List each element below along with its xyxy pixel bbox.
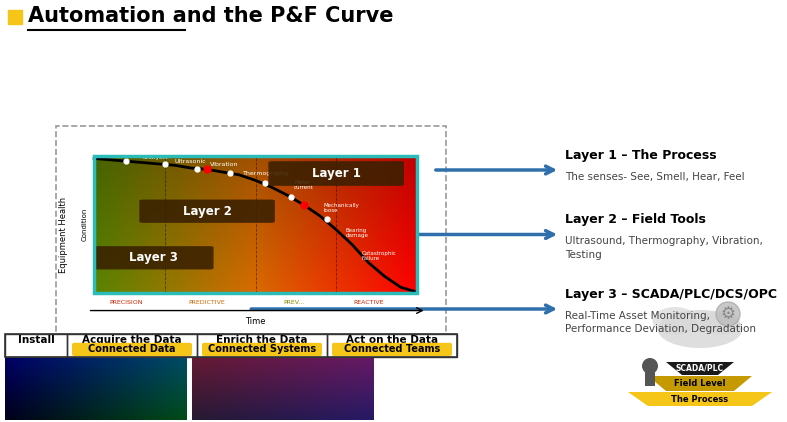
Text: Mechanically
loose: Mechanically loose bbox=[323, 203, 359, 213]
Text: PREV...: PREV... bbox=[283, 300, 305, 305]
Text: SCADA/PLC: SCADA/PLC bbox=[676, 363, 724, 373]
Text: Oil
analysis: Oil analysis bbox=[142, 150, 168, 160]
FancyBboxPatch shape bbox=[72, 343, 192, 356]
FancyBboxPatch shape bbox=[94, 246, 213, 269]
Text: Connected Data: Connected Data bbox=[88, 344, 176, 354]
Bar bbox=[56, 126, 446, 339]
Text: Layer 3: Layer 3 bbox=[129, 251, 179, 264]
Text: Layer 2: Layer 2 bbox=[183, 205, 231, 218]
Text: Act on the Data: Act on the Data bbox=[346, 335, 438, 346]
Circle shape bbox=[642, 358, 658, 374]
Text: Automation and the P&F Curve: Automation and the P&F Curve bbox=[28, 6, 394, 26]
Text: Field Level: Field Level bbox=[674, 379, 726, 389]
Text: REACTIVE: REACTIVE bbox=[353, 300, 384, 305]
Text: Layer 1: Layer 1 bbox=[312, 167, 360, 180]
Polygon shape bbox=[666, 362, 734, 375]
Text: Motor
current: Motor current bbox=[294, 180, 314, 190]
Text: Connected Teams: Connected Teams bbox=[344, 344, 440, 354]
Text: Condition: Condition bbox=[82, 208, 87, 241]
Text: PREDICTIVE: PREDICTIVE bbox=[189, 300, 225, 305]
Bar bbox=[8, 10, 22, 24]
Ellipse shape bbox=[657, 310, 742, 348]
Text: Time: Time bbox=[246, 317, 266, 326]
Text: Failure
Initiated: Failure Initiated bbox=[96, 149, 122, 159]
Ellipse shape bbox=[700, 311, 740, 335]
FancyBboxPatch shape bbox=[268, 161, 404, 186]
Text: Connected Systems: Connected Systems bbox=[208, 344, 316, 354]
Text: Acquire the Data: Acquire the Data bbox=[82, 335, 182, 346]
Bar bbox=[5, 358, 187, 420]
Bar bbox=[645, 370, 655, 386]
Text: Real-Time Asset Monitoring,
Performance Deviation, Degradation: Real-Time Asset Monitoring, Performance … bbox=[565, 311, 756, 334]
Text: Layer 3 – SCADA/PLC/DCS/OPC: Layer 3 – SCADA/PLC/DCS/OPC bbox=[565, 288, 777, 301]
FancyBboxPatch shape bbox=[202, 343, 322, 356]
Text: Bearing
damage: Bearing damage bbox=[345, 227, 369, 238]
Circle shape bbox=[716, 302, 740, 326]
Text: The senses- See, Smell, Hear, Feel: The senses- See, Smell, Hear, Feel bbox=[565, 172, 745, 182]
Bar bbox=[94, 156, 417, 293]
Text: Catastrophic
Failure: Catastrophic Failure bbox=[362, 251, 397, 261]
Text: PRECISION: PRECISION bbox=[109, 300, 143, 305]
Bar bbox=[327, 334, 457, 357]
Text: Thermography: Thermography bbox=[242, 170, 289, 176]
Bar bbox=[197, 334, 327, 357]
Polygon shape bbox=[628, 392, 772, 406]
Text: Layer 2 – Field Tools: Layer 2 – Field Tools bbox=[565, 214, 706, 227]
Bar bbox=[5, 334, 457, 357]
Text: ⚙: ⚙ bbox=[721, 305, 735, 323]
Text: The Process: The Process bbox=[671, 395, 729, 403]
Text: Install: Install bbox=[17, 335, 54, 346]
Text: Enrich the Data: Enrich the Data bbox=[216, 335, 308, 346]
Text: Vibration: Vibration bbox=[210, 162, 238, 168]
Text: Ultrasonic: Ultrasonic bbox=[175, 159, 206, 164]
FancyBboxPatch shape bbox=[332, 343, 452, 356]
Text: Layer 1 – The Process: Layer 1 – The Process bbox=[565, 149, 717, 162]
Polygon shape bbox=[648, 376, 752, 391]
Text: Equipment Health: Equipment Health bbox=[60, 196, 68, 273]
Ellipse shape bbox=[652, 307, 697, 335]
Bar bbox=[192, 358, 374, 420]
Text: Ultrasound, Thermography, Vibration,
Testing: Ultrasound, Thermography, Vibration, Tes… bbox=[565, 236, 763, 260]
FancyBboxPatch shape bbox=[139, 200, 275, 223]
Bar bbox=[67, 334, 197, 357]
Bar bbox=[5, 334, 67, 357]
